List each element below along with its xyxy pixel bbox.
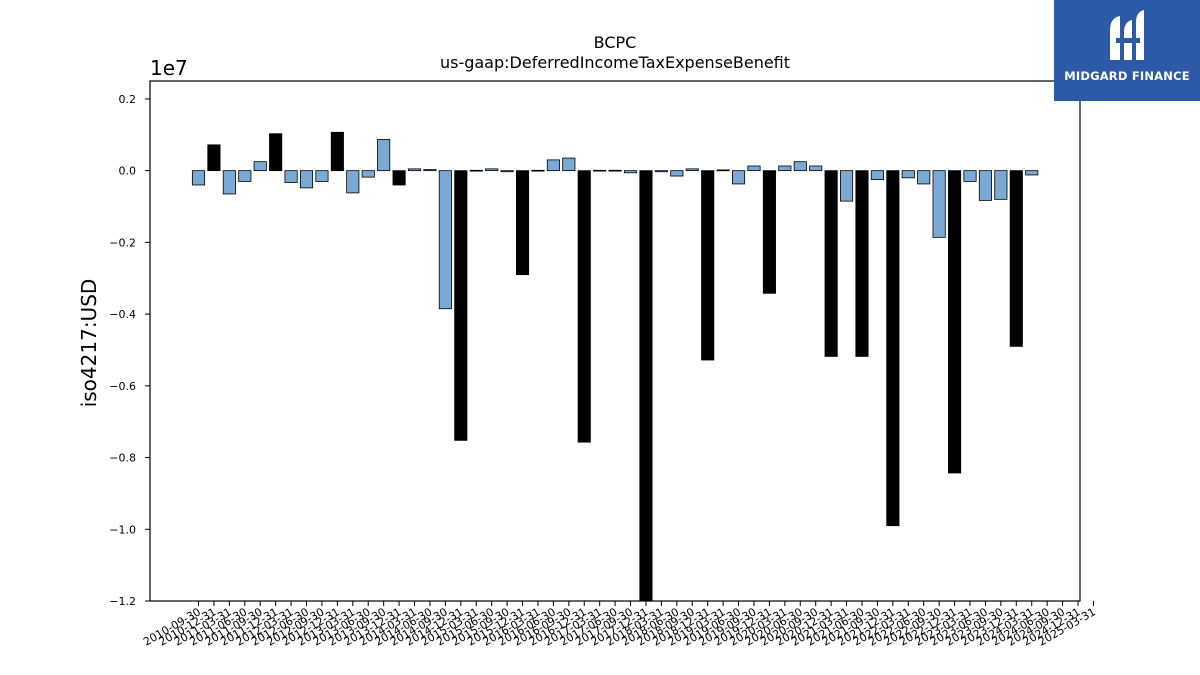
- bar-2017-09-30: [623, 170, 638, 174]
- bar-2011-06-30: [238, 170, 252, 182]
- bar-2022-09-30: [932, 170, 946, 238]
- bar-2018-12-31: [701, 170, 715, 361]
- bar-2023-06-30: [978, 170, 992, 201]
- bar-2014-03-31: [407, 168, 422, 172]
- bar-2013-06-30: [361, 170, 375, 178]
- logo-text: MIDGARD FINANCE: [1064, 69, 1190, 83]
- bar-2024-03-31: [1025, 170, 1039, 176]
- bar-2017-03-31: [593, 169, 607, 172]
- bar-2020-12-31: [824, 170, 838, 357]
- bar-2013-03-31: [346, 170, 360, 194]
- bar-2015-03-31: [469, 169, 483, 172]
- bar-2021-03-31: [840, 170, 854, 202]
- plot-frame: [149, 80, 1081, 602]
- y-axis-exponent: 1e7: [150, 56, 188, 80]
- bar-2010-09-30: [191, 170, 206, 186]
- y-tick-label: −0.4: [109, 308, 136, 321]
- bar-2022-06-30: [917, 170, 931, 185]
- bar-2018-06-30: [670, 170, 684, 177]
- bar-2021-12-31: [886, 170, 900, 527]
- bar-2014-09-30: [438, 170, 452, 310]
- y-tick-label: −0.6: [109, 380, 136, 393]
- bar-2011-03-31: [222, 170, 236, 195]
- y-tick-label: −1.0: [109, 523, 136, 536]
- bar-2022-03-31: [901, 170, 915, 179]
- bar-2017-06-30: [608, 169, 622, 172]
- bar-2013-12-31: [392, 170, 406, 186]
- bar-2012-12-31: [330, 131, 344, 172]
- bar-2010-12-31: [207, 144, 221, 172]
- bar-2023-12-31: [1009, 170, 1023, 347]
- bar-2011-09-30: [253, 161, 267, 172]
- logo-mark-icon: [1110, 10, 1144, 60]
- chart-subtitle: us-gaap:DeferredIncomeTaxExpenseBenefit: [440, 53, 790, 72]
- bar-2011-12-31: [269, 133, 283, 172]
- y-tick-label: −1.2: [109, 595, 136, 608]
- bar-2020-06-30: [793, 161, 807, 172]
- bar-2012-09-30: [315, 170, 329, 182]
- bar-2013-09-30: [377, 139, 391, 172]
- bar-2023-03-31: [963, 170, 977, 182]
- bar-2020-03-31: [778, 165, 792, 172]
- bar-2016-03-31: [531, 169, 545, 172]
- bar-2014-12-31: [454, 170, 468, 441]
- y-axis: 0.2 0.0 −0.2 −0.4 −0.6 −0.8 −1.0 −1.2: [109, 93, 150, 608]
- bar-2016-12-31: [577, 170, 591, 443]
- bar-2023-09-30: [994, 170, 1008, 200]
- bar-2012-06-30: [299, 170, 314, 189]
- bars-group: [191, 131, 1039, 602]
- bar-2022-12-31: [948, 170, 962, 474]
- bar-2021-06-30: [855, 170, 869, 357]
- bar-2019-12-31: [762, 170, 776, 294]
- bar-2018-09-30: [685, 168, 699, 172]
- x-axis: 2010-09-302010-12-312011-03-312011-06-30…: [141, 601, 1098, 649]
- bar-2016-06-30: [546, 159, 560, 172]
- chart-title: BCPC: [594, 33, 637, 52]
- bar-2015-12-31: [515, 170, 530, 276]
- y-tick-label: 0.0: [119, 165, 137, 178]
- bar-2015-06-30: [485, 168, 499, 172]
- bar-2014-06-30: [423, 169, 437, 172]
- bar-2015-09-30: [500, 170, 514, 173]
- bar-2021-09-30: [870, 170, 884, 181]
- bar-2016-09-30: [562, 157, 576, 172]
- bar-2019-06-30: [732, 170, 746, 185]
- bar-2017-12-31: [639, 170, 653, 602]
- y-tick-label: −0.8: [109, 452, 136, 465]
- brand-logo: MIDGARD FINANCE: [1054, 0, 1200, 101]
- bar-2020-09-30: [809, 165, 823, 172]
- y-axis-label: iso4217:USD: [77, 279, 101, 408]
- y-tick-label: −0.2: [109, 236, 136, 249]
- y-tick-label: 0.2: [119, 93, 137, 106]
- bar-2019-09-30: [747, 165, 761, 172]
- bar-2018-03-31: [654, 170, 668, 173]
- bar-2019-03-31: [716, 169, 730, 172]
- bar-2012-03-31: [284, 170, 298, 183]
